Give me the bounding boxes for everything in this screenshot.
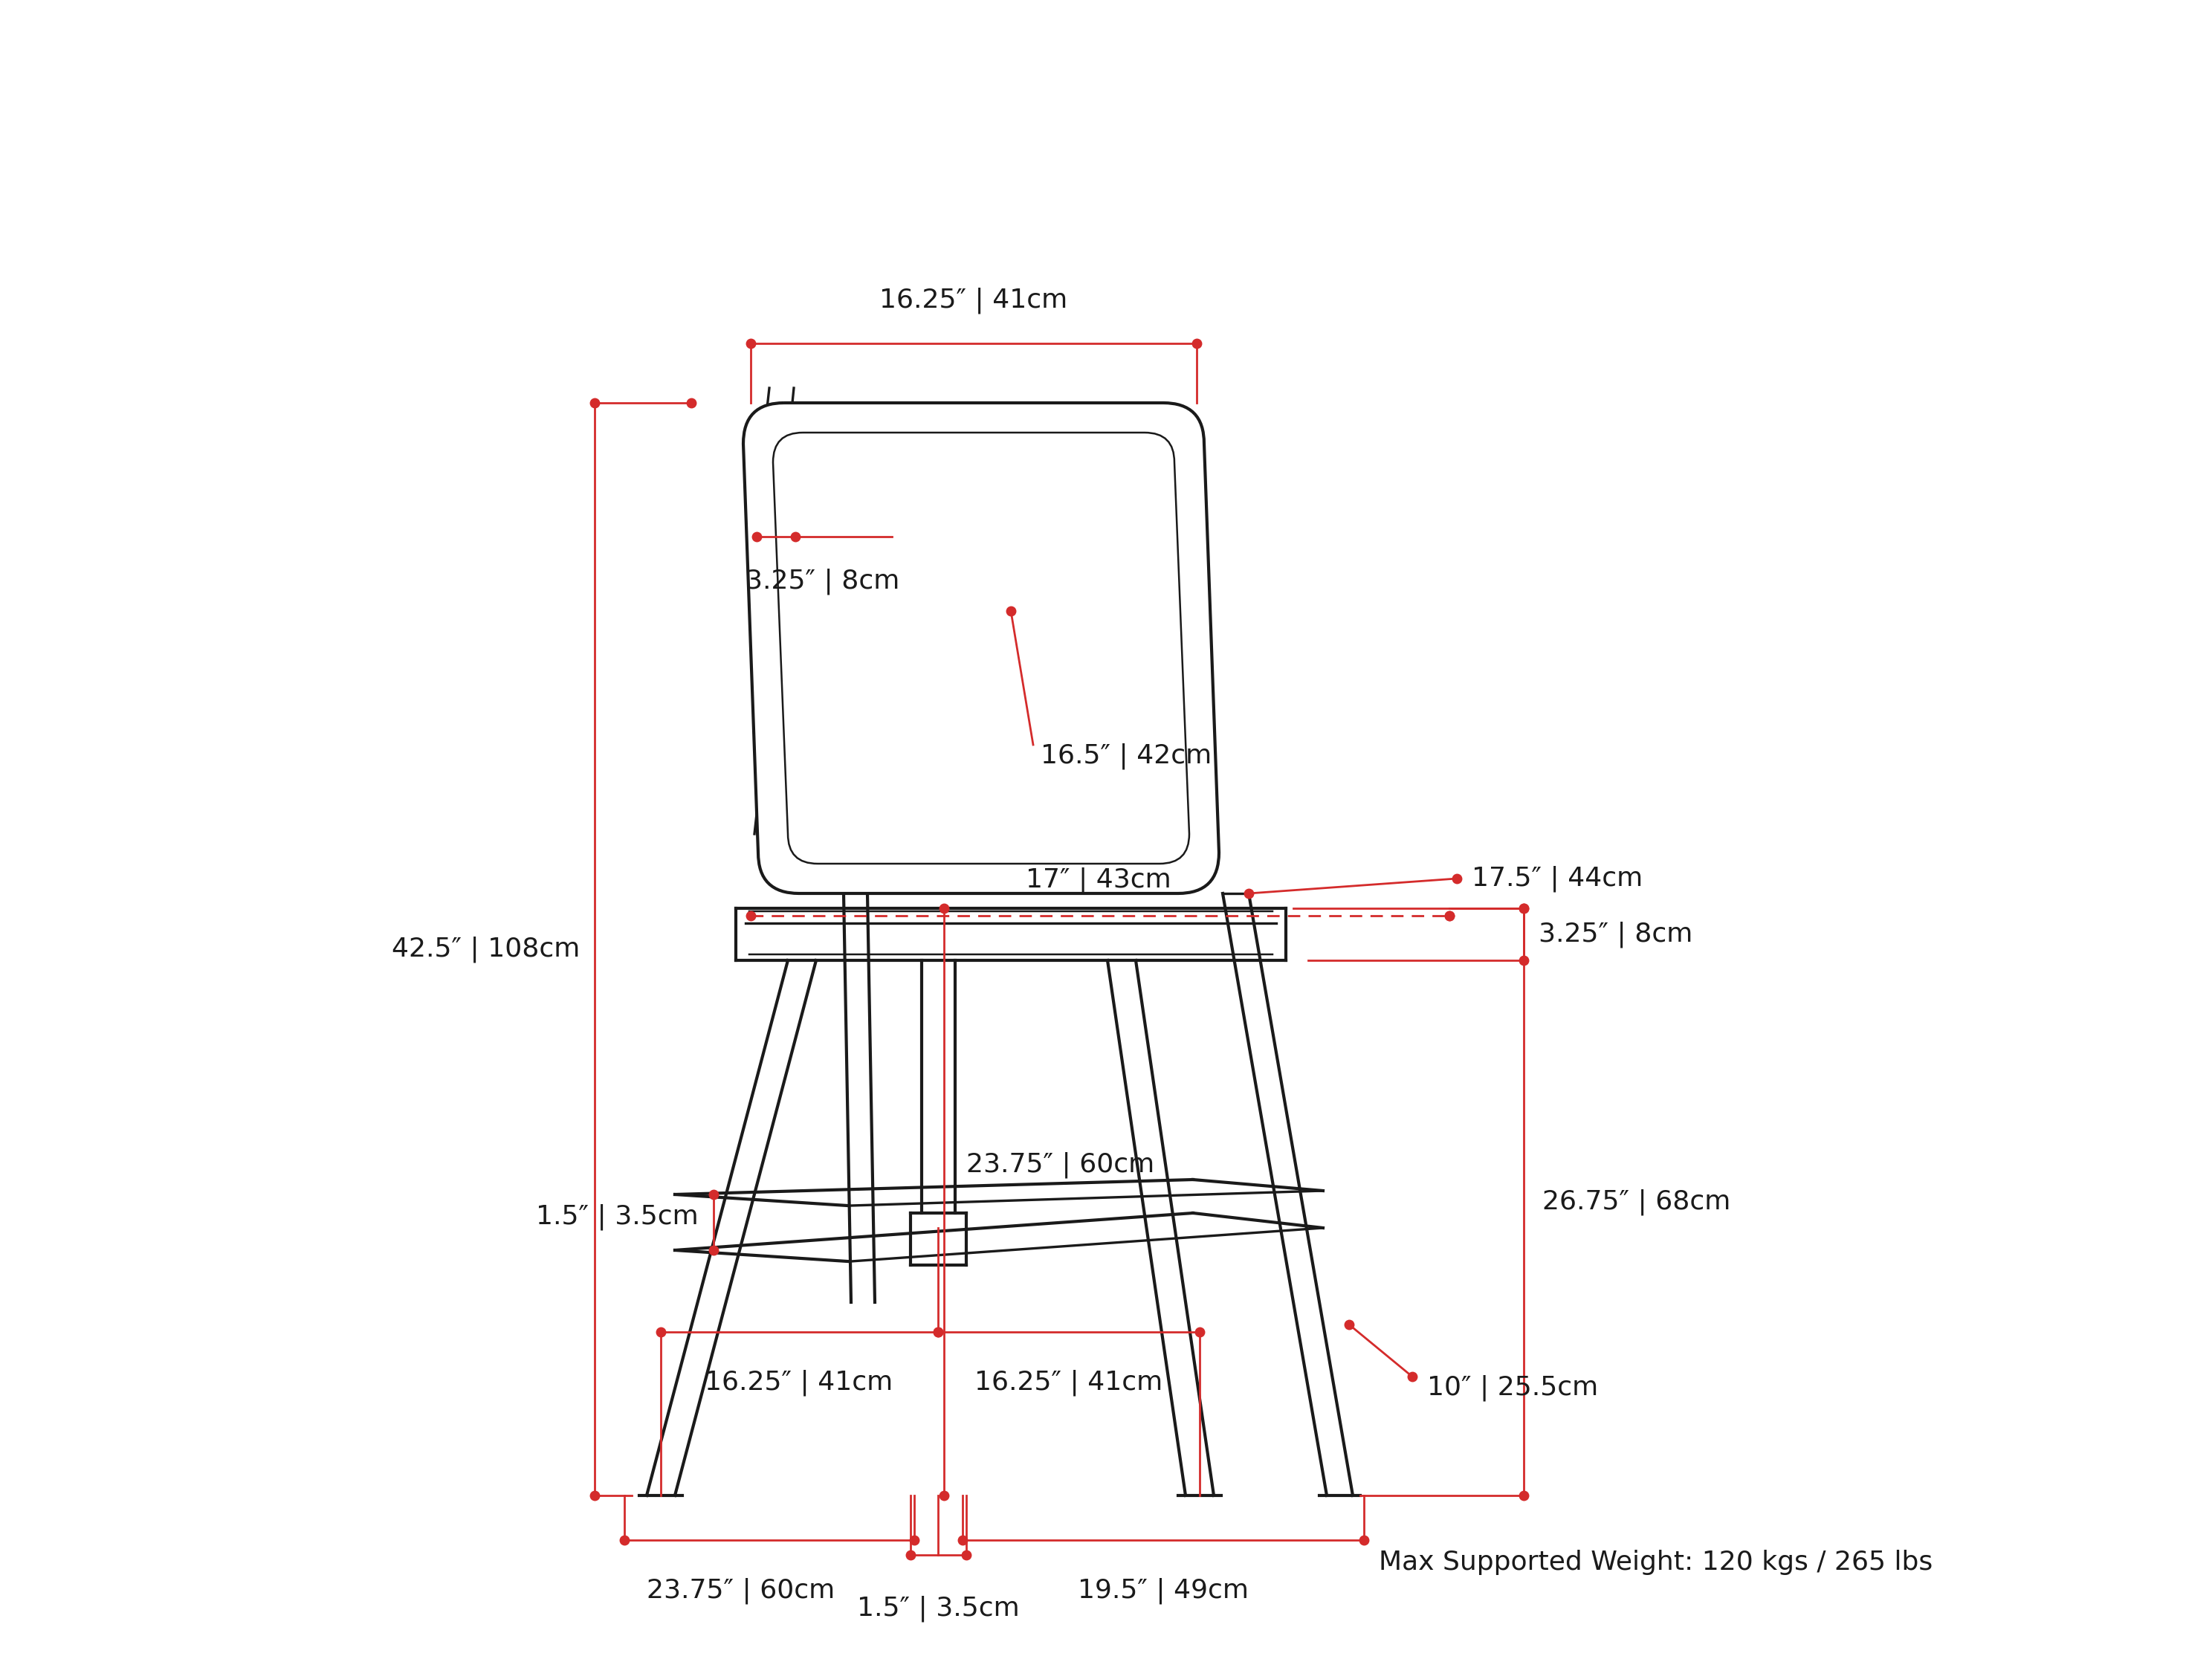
- Text: 1.5″ | 3.5cm: 1.5″ | 3.5cm: [535, 1203, 699, 1229]
- Text: 16.25″ | 41cm: 16.25″ | 41cm: [975, 1369, 1164, 1395]
- Text: 19.5″ | 49cm: 19.5″ | 49cm: [1077, 1578, 1250, 1604]
- Text: 1.5″ | 3.5cm: 1.5″ | 3.5cm: [856, 1596, 1020, 1623]
- Text: 16.5″ | 42cm: 16.5″ | 42cm: [1040, 743, 1212, 770]
- Text: 17″ | 43cm: 17″ | 43cm: [1026, 868, 1170, 894]
- Text: 3.25″ | 8cm: 3.25″ | 8cm: [1540, 921, 1692, 947]
- Text: 16.25″ | 41cm: 16.25″ | 41cm: [880, 287, 1068, 314]
- Text: 26.75″ | 68cm: 26.75″ | 68cm: [1542, 1190, 1730, 1214]
- Text: 16.25″ | 41cm: 16.25″ | 41cm: [706, 1369, 894, 1395]
- Text: 23.75″ | 60cm: 23.75″ | 60cm: [967, 1151, 1155, 1178]
- PathPatch shape: [743, 403, 1219, 894]
- Text: 10″ | 25.5cm: 10″ | 25.5cm: [1427, 1375, 1599, 1400]
- Text: Max Supported Weight: 120 kgs / 265 lbs: Max Supported Weight: 120 kgs / 265 lbs: [1378, 1550, 1933, 1574]
- Text: 17.5″ | 44cm: 17.5″ | 44cm: [1471, 866, 1644, 893]
- Text: 3.25″ | 8cm: 3.25″ | 8cm: [745, 567, 900, 594]
- Text: 23.75″ | 60cm: 23.75″ | 60cm: [646, 1578, 834, 1604]
- Text: 42.5″ | 108cm: 42.5″ | 108cm: [392, 936, 580, 962]
